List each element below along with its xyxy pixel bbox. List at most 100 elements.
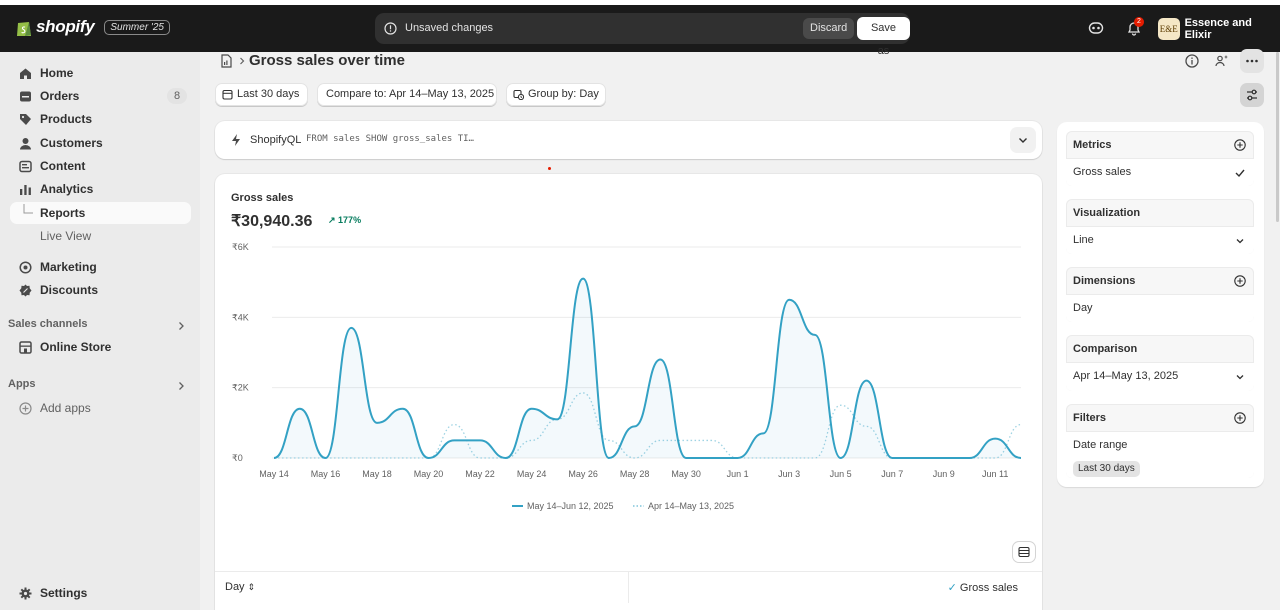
column-header-gross-sales[interactable]: ✓ Gross sales [947,582,1018,594]
store-name: Essence and Elixir [1184,17,1252,41]
sidebar-item-orders[interactable]: Orders 8 [10,85,191,107]
target-icon [19,261,32,274]
bar-chart-icon [20,185,31,195]
info-icon [1185,54,1199,68]
notification-badge: 2 [1134,17,1144,27]
check-icon: ✓ [947,582,960,594]
sidebar-item-live-view[interactable]: Live View [10,225,191,247]
add-metric-icon[interactable] [1234,139,1246,151]
filters-section: Filters Date range Last 30 days [1066,404,1254,478]
x-tick-label: May 20 [414,469,444,479]
add-circle-icon [19,402,32,415]
sliders-icon [1247,89,1257,101]
store-menu[interactable]: E&E Essence and Elixir [1158,17,1280,41]
filter-label: Date range [1073,439,1128,451]
compare-to-button[interactable]: Compare to: Apr 14–May 13, 2025 [317,83,497,106]
date-range-label: Last 30 days [237,88,300,100]
x-tick-label: May 28 [620,469,650,479]
sidebar-item-online-store[interactable]: Online Store [10,336,191,358]
x-tick-label: May 26 [568,469,598,479]
dimensions-heading: Dimensions [1073,275,1136,287]
group-by-label: Group by: Day [528,88,599,100]
sidebar-item-analytics[interactable]: Analytics [10,178,191,200]
sidebar-item-products[interactable]: Products [10,108,191,130]
sidebar-item-label: Analytics [40,182,94,196]
visualization-select[interactable]: Line [1066,226,1254,254]
shopifyql-query-text[interactable]: FROM sales SHOW gross_sales TI… [306,134,474,144]
sidebar-item-label: Marketing [40,260,97,274]
table-header: Day ⇕ ✓ Gross sales [215,571,1042,603]
sales-channels-heading[interactable]: Sales channels [8,318,88,330]
filter-value-pill[interactable]: Last 30 days [1073,461,1140,477]
table-view-button[interactable] [1012,541,1036,563]
y-tick-label: ₹0 [232,453,243,463]
metrics-heading: Metrics [1073,139,1112,151]
visualization-heading: Visualization [1073,207,1141,219]
unsaved-changes-bar: Unsaved changes Discard Save as [375,13,910,57]
sidebar-item-reports[interactable]: Reports [10,202,191,224]
gear-icon [19,587,32,600]
dimension-row[interactable]: Day [1066,294,1254,322]
sidebar-item-settings[interactable]: Settings [10,582,191,604]
expand-query-button[interactable] [1010,127,1036,153]
shopifyql-label: ShopifyQL [250,134,302,146]
customize-toggle-button[interactable] [1240,83,1264,107]
group-by-button[interactable]: Group by: Day [506,83,606,106]
compare-to-label: Compare to: Apr 14–May 13, 2025 [326,88,495,100]
table-icon [1018,546,1030,558]
shopify-bag-icon [17,21,31,36]
shopifyql-editor[interactable]: ShopifyQL FROM sales SHOW gross_sales TI… [215,121,1042,159]
chart-card-title: Gross sales [231,192,294,204]
sidebar-item-add-apps[interactable]: Add apps [10,397,191,419]
storefront-icon [19,341,32,354]
discard-button[interactable]: Discard [803,18,855,39]
sidekick-icon[interactable] [1088,20,1104,36]
info-alert-icon [384,22,397,35]
scrollbar[interactable] [1276,52,1279,222]
sidebar-item-discounts[interactable]: Discounts [10,279,191,301]
sidebar-item-label: Add apps [40,401,91,415]
more-actions-button[interactable] [1240,49,1264,73]
sidebar-item-home[interactable]: Home [10,62,191,84]
sidebar-item-content[interactable]: Content [10,155,191,177]
sidebar-item-label: Customers [40,136,103,150]
x-tick-label: May 30 [671,469,701,479]
chevron-right-icon[interactable] [176,321,186,331]
apps-heading[interactable]: Apps [8,378,36,390]
column-header-day[interactable]: Day ⇕ [225,581,256,593]
ellipsis-icon [1246,59,1258,63]
info-button[interactable] [1180,49,1204,73]
comparison-section: Comparison Apr 14–May 13, 2025 [1066,335,1254,391]
delta-value: 177% [338,215,362,225]
orders-count-badge: 8 [167,88,187,104]
comparison-select[interactable]: Apr 14–May 13, 2025 [1066,362,1254,391]
date-range-button[interactable]: Last 30 days [215,83,308,106]
sidebar-item-label: Products [40,112,93,126]
y-tick-label: ₹6K [232,242,249,252]
breadcrumb-chevron-icon [240,57,245,65]
visualization-value: Line [1073,234,1094,246]
sidebar-item-label: Reports [40,206,86,220]
check-icon [1235,169,1245,178]
chevron-down-icon [1236,239,1244,244]
sidekick-insights-button[interactable] [1210,49,1234,73]
column-divider [628,572,629,603]
sidebar-item-label: Settings [40,586,88,600]
unsaved-message: Unsaved changes [405,22,494,34]
add-dimension-icon[interactable] [1234,275,1246,287]
visualization-section: Visualization Line [1066,199,1254,254]
series-line-current [273,277,1022,460]
save-as-button[interactable]: Save as [857,17,910,57]
x-tick-label: May 22 [465,469,495,479]
person-icon [20,138,31,150]
metrics-section: Metrics Gross sales [1066,131,1254,186]
metric-row[interactable]: Gross sales [1066,158,1254,186]
chevron-right-icon[interactable] [176,381,186,391]
discount-icon [19,284,32,297]
date-range-filter[interactable]: Date range Last 30 days [1066,431,1254,478]
add-filter-icon[interactable] [1234,412,1246,424]
shopify-logo[interactable]: shopify Summer '25 [16,17,170,37]
x-tick-label: Jun 1 [727,469,749,479]
sidebar-item-customers[interactable]: Customers [10,132,191,154]
sidebar-item-marketing[interactable]: Marketing [10,256,191,278]
